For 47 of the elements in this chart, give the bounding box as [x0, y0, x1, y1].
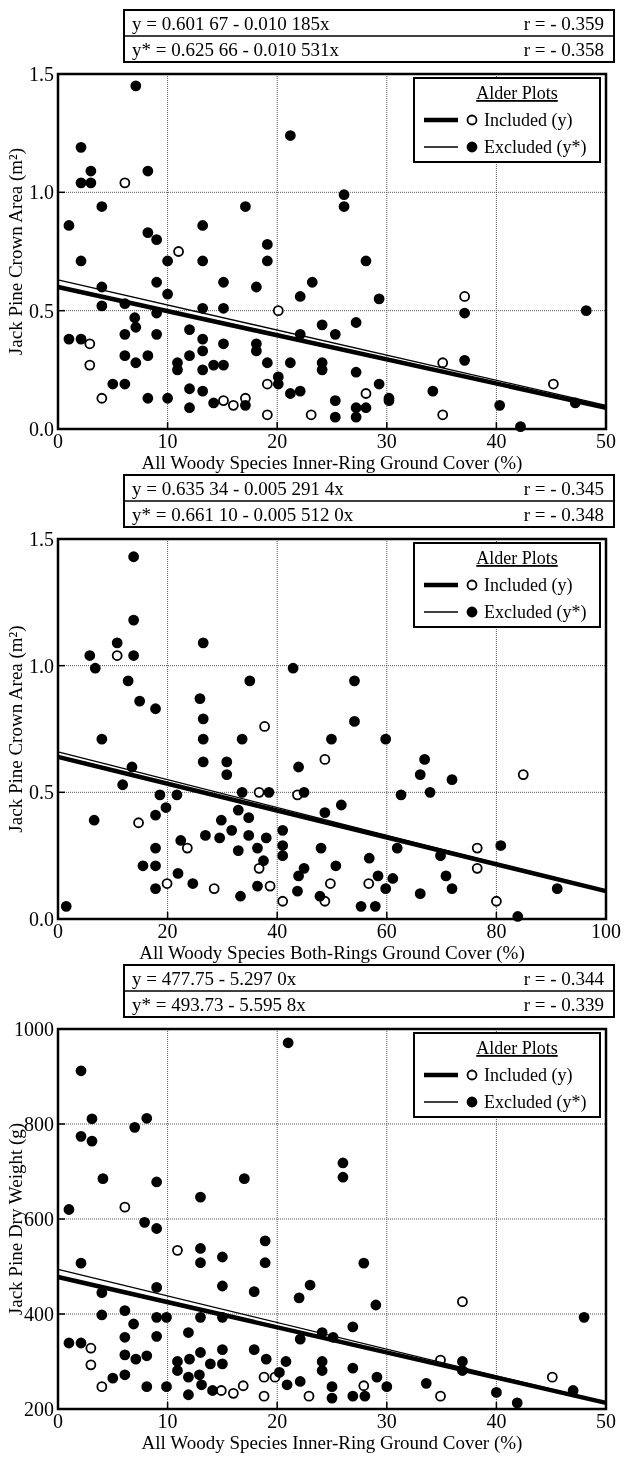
legend-label: Excluded (y*): [484, 137, 587, 158]
legend-title: Alder Plots: [476, 83, 558, 103]
legend-label: Included (y): [484, 1065, 573, 1086]
y-tick-label: 1.0: [29, 654, 54, 677]
x-tick-label: 30: [376, 1410, 397, 1432]
x-axis-title: All Woody Species Both-Rings Ground Cover (%): [139, 942, 525, 964]
x-tick-label: 0: [53, 430, 63, 452]
equation-table: y = 0.601 67 - 0.010 185x r = - 0.359 y* = 0.625 66 - 0.010 531x r = - 0.358: [123, 9, 615, 63]
legend-label: Excluded (y*): [484, 1092, 587, 1113]
legend-title: Alder Plots: [476, 548, 558, 568]
legend-label: Included (y): [484, 110, 573, 131]
y-tick-label: 0.0: [29, 908, 54, 930]
x-tick-label: 20: [267, 430, 288, 452]
x-tick-label: 20: [157, 920, 178, 942]
y-tick-label: 0.0: [29, 418, 54, 440]
x-tick-label: 40: [486, 430, 507, 452]
x-tick-label: 80: [486, 920, 507, 942]
equation-table: y = 477.75 - 5.297 0x r = - 0.344 y* = 493.73 - 5.595 8x r = - 0.339: [123, 964, 615, 1018]
y-tick-label: 1.0: [29, 181, 54, 204]
legend-title: Alder Plots: [476, 1038, 558, 1058]
y-tick-label: 200: [24, 1398, 54, 1420]
x-tick-label: 20: [267, 1410, 288, 1432]
y-tick-label: 600: [24, 1208, 54, 1230]
y-tick-label: 0.5: [29, 299, 54, 322]
y-tick-label: 1.5: [29, 63, 54, 85]
x-tick-label: 10: [157, 1410, 178, 1432]
x-tick-label: 60: [376, 920, 397, 942]
y-tick-label: 400: [24, 1303, 54, 1325]
y-tick-label: 0.5: [29, 781, 54, 804]
x-tick-label: 50: [596, 430, 616, 452]
x-tick-label: 40: [486, 1410, 507, 1432]
y-axis-title: Jack Pine Crown Area (m²): [5, 625, 27, 833]
legend-label: Included (y): [484, 575, 573, 596]
x-tick-label: 50: [596, 1410, 616, 1432]
x-tick-label: 30: [376, 430, 397, 452]
equation-table: y = 0.635 34 - 0.005 291 4x r = - 0.345 y* = 0.661 10 - 0.005 512 0x r = - 0.348: [123, 474, 615, 528]
x-tick-label: 10: [157, 430, 178, 452]
x-axis-title: All Woody Species Inner-Ring Ground Cover (%): [141, 1432, 523, 1454]
legend-label: Excluded (y*): [484, 602, 587, 623]
x-axis-title: All Woody Species Inner-Ring Ground Cover (%): [141, 452, 523, 474]
x-tick-label: 0: [53, 920, 63, 942]
y-tick-label: 1000: [14, 1018, 54, 1040]
x-tick-label: 100: [591, 920, 621, 942]
x-tick-label: 40: [267, 920, 288, 942]
x-tick-label: 0: [53, 1410, 63, 1432]
y-tick-label: 1.5: [29, 528, 54, 550]
y-axis-title: Jack Pine Crown Area (m²): [5, 147, 27, 356]
